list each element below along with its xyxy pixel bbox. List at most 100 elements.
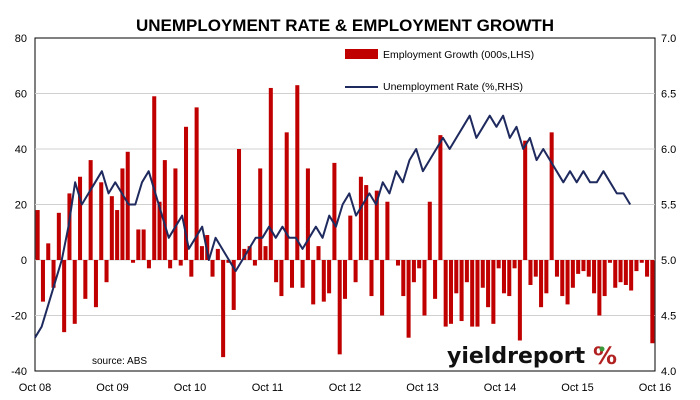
brand-symbol: %	[593, 342, 617, 370]
bar	[586, 260, 591, 277]
bar	[168, 260, 173, 269]
bar	[332, 162, 337, 261]
bar	[93, 260, 98, 308]
y-left-tick-label: -40	[11, 366, 27, 378]
bar	[517, 260, 522, 341]
bar	[252, 260, 257, 266]
unemployment-line	[34, 114, 632, 339]
bar	[417, 260, 422, 269]
bar	[247, 246, 252, 261]
bar	[231, 260, 236, 310]
x-tick-label: Oct 09	[96, 382, 128, 394]
bar	[268, 87, 273, 260]
bar	[554, 260, 559, 277]
bar	[56, 212, 61, 260]
y-axis-left: -40 -20 0 20 40 60 80	[11, 33, 27, 378]
bar	[321, 260, 326, 302]
bar	[549, 132, 554, 260]
bar	[35, 210, 40, 260]
bar	[115, 210, 120, 260]
x-tick-label: Oct 15	[561, 382, 593, 394]
bar	[443, 260, 448, 327]
bar	[242, 248, 247, 260]
y-left-tick-label: -20	[11, 311, 27, 323]
bar	[454, 260, 459, 294]
bar	[358, 176, 363, 260]
bar	[364, 185, 369, 260]
bar	[592, 260, 597, 294]
bar	[316, 246, 321, 261]
bar	[46, 243, 51, 260]
bar	[486, 260, 491, 308]
bar	[51, 260, 56, 288]
bar	[639, 260, 644, 263]
bar	[199, 246, 204, 261]
bar	[385, 201, 390, 260]
bar	[173, 168, 178, 260]
bar	[544, 260, 549, 294]
brand-logo: yieldreport %	[447, 342, 617, 370]
bar	[184, 126, 189, 260]
bar	[78, 176, 83, 260]
bar	[533, 260, 538, 277]
bar	[623, 260, 628, 285]
bar	[295, 85, 300, 261]
y-right-tick-label: 6.5	[661, 89, 676, 101]
bar	[650, 260, 655, 344]
y-right-tick-label: 5.0	[661, 255, 676, 267]
x-tick-label: Oct 11	[252, 382, 284, 394]
bar	[629, 260, 634, 291]
bar	[475, 260, 480, 327]
bar	[607, 260, 612, 263]
bar	[501, 260, 506, 294]
bar	[125, 151, 130, 260]
y-left-tick-label: 80	[15, 33, 27, 45]
bar	[189, 260, 194, 277]
bar	[274, 260, 279, 283]
bar	[157, 201, 162, 260]
x-tick-label: Oct 16	[639, 382, 671, 394]
legend-bar-swatch	[345, 49, 378, 59]
bar	[342, 260, 348, 299]
y-axis-right: 4.0 4.5 5.0 5.5 6.0 6.5 7.0	[661, 33, 676, 378]
bar	[226, 260, 231, 263]
y-left-tick-label: 20	[15, 200, 27, 212]
bar	[284, 132, 289, 260]
bar	[464, 260, 469, 283]
bar	[380, 260, 385, 316]
y-left-tick-label: 40	[15, 144, 27, 156]
bar	[178, 260, 183, 266]
bar	[109, 196, 114, 260]
bar-series	[35, 85, 655, 358]
y-right-tick-label: 4.5	[661, 311, 676, 323]
bar	[337, 260, 342, 355]
bar	[311, 260, 316, 305]
bar	[131, 260, 136, 263]
bar	[348, 215, 353, 260]
bar	[512, 260, 517, 269]
x-tick-label: Oct 12	[329, 382, 361, 394]
bar	[305, 168, 310, 260]
bar	[395, 260, 401, 266]
bar	[215, 248, 220, 260]
bar	[369, 260, 374, 297]
bar	[645, 260, 650, 277]
bar	[570, 260, 575, 288]
bar	[120, 168, 125, 260]
bar	[427, 201, 432, 260]
x-tick-label: Oct 10	[174, 382, 206, 394]
bar	[507, 260, 512, 297]
x-tick-label: Oct 13	[406, 382, 438, 394]
bar	[88, 160, 93, 260]
legend: Employment Growth (000s,LHS) Unemploymen…	[345, 49, 534, 93]
y-right-tick-label: 7.0	[661, 33, 676, 45]
bar	[576, 260, 581, 274]
bar	[40, 260, 45, 302]
bar	[618, 260, 623, 283]
bar	[613, 260, 618, 288]
bar	[162, 160, 167, 260]
bar	[496, 260, 501, 269]
bar	[327, 260, 332, 294]
bar	[433, 260, 438, 299]
